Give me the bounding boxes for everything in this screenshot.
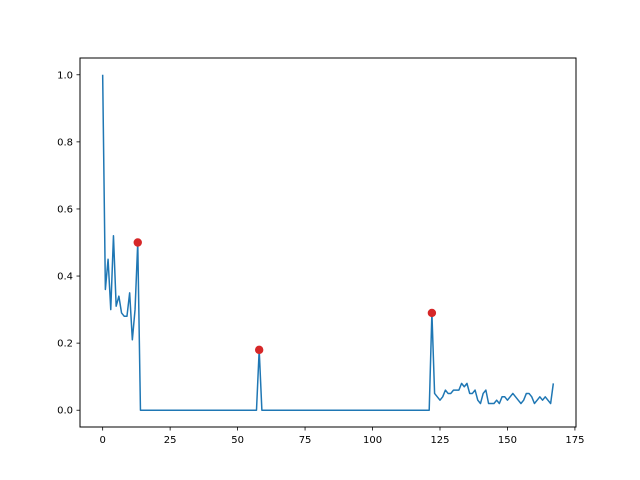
series-line (101, 74, 555, 411)
x-tick-label: 125 (430, 435, 449, 446)
x-axis: 0 25 50 75 100 125 150 175 (99, 427, 584, 446)
y-tick-label: 0.4 (57, 272, 73, 283)
peak-point (254, 345, 264, 355)
x-tick-label: 100 (363, 435, 382, 446)
x-tick-label: 75 (299, 435, 312, 446)
x-tick-label: 150 (498, 435, 517, 446)
peak-point (133, 238, 142, 247)
plot-background (80, 58, 576, 427)
peak-point (427, 308, 437, 318)
y-tick-label: 0.6 (57, 204, 73, 215)
plot-frame (79, 57, 577, 428)
x-tick-label: 0 (99, 435, 105, 446)
y-tick-label: 0.8 (57, 137, 73, 148)
y-tick-label: 0.2 (57, 339, 73, 350)
y-tick-label: 0.0 (57, 406, 73, 417)
x-tick-label: 175 (565, 435, 584, 446)
x-tick-label: 25 (164, 435, 177, 446)
y-axis: 0.0 0.2 0.4 0.6 0.8 1.0 (57, 70, 80, 417)
x-tick-label: 50 (231, 435, 244, 446)
chart-marks (101, 74, 555, 411)
y-tick-label: 1.0 (57, 70, 73, 81)
